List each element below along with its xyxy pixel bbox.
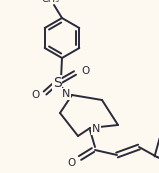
Text: N: N xyxy=(92,124,100,134)
Text: O: O xyxy=(68,158,76,168)
Text: O: O xyxy=(31,90,39,100)
Text: S: S xyxy=(53,76,61,90)
Text: N: N xyxy=(62,89,70,99)
Text: CH₃: CH₃ xyxy=(42,0,60,4)
Text: O: O xyxy=(81,66,89,76)
